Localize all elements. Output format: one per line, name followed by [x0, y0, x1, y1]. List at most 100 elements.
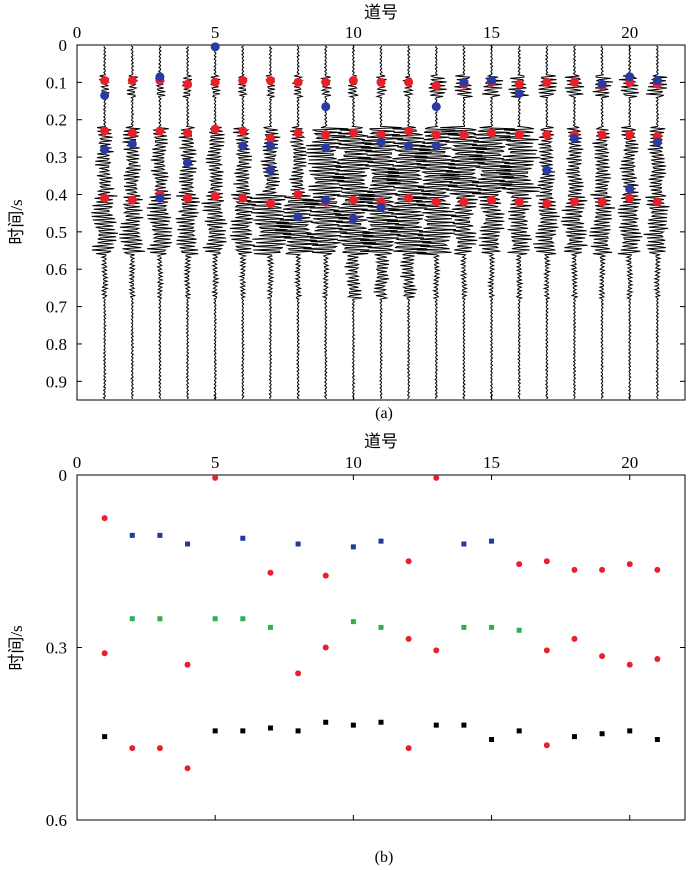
panel-a-blue-pick: [431, 102, 441, 112]
panel-a-blue-pick: [321, 143, 331, 153]
panel-a-blue-pick: [265, 165, 275, 175]
panel-a-blue-pick: [487, 76, 497, 85]
panel-a-red-pick: [404, 126, 414, 136]
panel-b-circle-point: [101, 650, 108, 657]
panel-b-y-axis-label: 时间/s: [7, 625, 26, 670]
panel-a-red-pick: [321, 77, 331, 87]
panel-a-y-axis-label: 时间/s: [7, 199, 26, 244]
panel-a-seismic-chart: 道号 时间/s (a) 0 5 10 15 2000.10.20.30.40.50.60…: [7, 3, 686, 422]
panel-b-caption: (b): [375, 849, 394, 866]
panel-a-blue-pick: [210, 42, 220, 52]
seismic-trace: [533, 45, 560, 400]
panel-a-picks: [100, 42, 662, 224]
panel-a-blue-pick: [514, 89, 524, 99]
panel-a-red-pick: [210, 77, 220, 87]
panel-a-red-pick: [183, 79, 193, 89]
panel-b-square-point: [267, 624, 273, 630]
panel-a-red-pick: [238, 126, 248, 136]
panel-b-circle-point: [405, 745, 412, 752]
panel-b-square-point: [461, 722, 467, 728]
panel-a-x-tick-label: 15: [483, 23, 500, 42]
panel-a-seismic-traces: [91, 45, 670, 400]
seismic-trace: [247, 45, 292, 400]
panel-a-red-pick: [597, 197, 607, 207]
seismic-trace: [412, 45, 461, 400]
seismic-trace: [357, 45, 405, 400]
seismic-trace: [440, 45, 488, 400]
seismic-trace: [274, 45, 320, 400]
panel-b-circle-point: [571, 566, 578, 573]
panel-b-circle-point: [156, 745, 163, 752]
panel-a-blue-pick: [597, 79, 607, 89]
seismic-trace: [386, 45, 433, 400]
panel-a-red-pick: [183, 193, 193, 203]
panel-a-blue-pick: [293, 212, 303, 222]
panel-a-red-pick: [183, 128, 193, 138]
panel-a-x-tick-label: 0: [73, 23, 82, 42]
seismic-trace: [468, 45, 515, 400]
panel-a-blue-pick: [569, 133, 579, 143]
panel-b-scatter-chart: 道号 时间/s (b) 0 5 10 15 20 0 0.3 0.6: [7, 432, 686, 866]
panel-b-circle-point: [322, 644, 329, 651]
panel-a-blue-pick: [652, 137, 662, 147]
panel-a-blue-pick: [155, 193, 165, 203]
panel-b-circle-point: [405, 635, 412, 642]
panel-a-red-pick: [348, 128, 358, 138]
panel-b-circle-point: [101, 515, 108, 522]
panel-b-circle-point: [626, 561, 633, 568]
panel-a-y-tick-label: 0.1: [46, 73, 67, 92]
panel-a-y-tick-label: 0.3: [46, 148, 67, 167]
panel-a-blue-pick: [459, 77, 469, 87]
seismic-trace: [560, 45, 588, 400]
panel-b-points: [101, 474, 661, 772]
panel-b-square-point: [350, 544, 356, 550]
panel-b-square-point: [129, 532, 135, 538]
panel-b-circle-point: [433, 647, 440, 654]
panel-b-square-point: [599, 731, 605, 737]
panel-a-red-pick: [321, 130, 331, 140]
seismic-trace: [91, 45, 118, 400]
seismic-trace: [643, 45, 670, 400]
panel-a-blue-pick: [652, 76, 662, 85]
panel-b-square-point: [489, 538, 495, 544]
panel-a-blue-pick: [127, 139, 137, 149]
panel-a-red-pick: [487, 128, 497, 138]
panel-a-blue-pick: [100, 145, 110, 155]
panel-a-blue-pick: [542, 165, 552, 175]
panel-a-red-pick: [100, 76, 110, 85]
panel-a-blue-pick: [376, 203, 386, 213]
panel-b-circle-point: [433, 474, 440, 481]
seismic-trace: [146, 45, 173, 399]
panel-a-y-tick-label: 0.4: [46, 185, 68, 204]
panel-b-y-tick-label: 0: [59, 466, 68, 485]
panel-a-x-tick-label: 20: [621, 23, 638, 42]
panel-b-square-point: [212, 728, 218, 734]
panel-a-red-pick: [404, 193, 414, 203]
panel-a-blue-pick: [376, 137, 386, 147]
panel-b-square-point: [323, 719, 329, 725]
panel-b-circle-point: [267, 569, 274, 576]
seismic-trace: [589, 45, 616, 399]
panel-b-plot-frame: [76, 474, 686, 821]
panel-b-circle-point: [654, 656, 661, 662]
panel-b-circle-point: [184, 661, 191, 668]
panel-a-red-pick: [625, 193, 635, 203]
panel-b-square-point: [295, 541, 301, 547]
panel-a-red-pick: [238, 193, 248, 203]
panel-a-red-pick: [238, 76, 248, 85]
panel-a-red-pick: [514, 79, 524, 89]
panel-a-y-tick-label: 0.9: [46, 372, 67, 391]
panel-b-square-point: [350, 722, 356, 728]
panel-a-red-pick: [431, 197, 441, 207]
panel-b-y-tick-label: 0.3: [46, 639, 67, 658]
panel-b-square-point: [489, 624, 495, 630]
panel-a-red-pick: [514, 197, 524, 207]
panel-b-circle-point: [405, 558, 412, 565]
panel-b-square-point: [378, 538, 384, 544]
panel-a-red-pick: [459, 130, 469, 140]
panel-b-y-tick-label: 0.6: [46, 811, 67, 830]
panel-b-square-point: [654, 737, 660, 742]
panel-b-square-point: [240, 535, 246, 541]
panel-b-square-point: [185, 541, 191, 547]
